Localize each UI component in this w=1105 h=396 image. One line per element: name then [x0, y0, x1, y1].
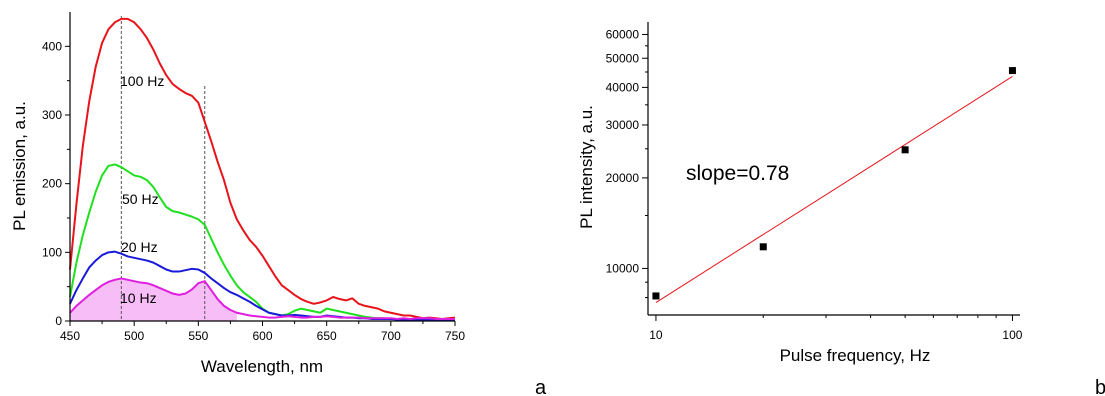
- panel-a-x-axis-label: Wavelength, nm: [201, 357, 323, 376]
- series-label-20hz: 20 Hz: [121, 239, 158, 255]
- panel-b-data-point: [901, 146, 909, 154]
- panel-a-y-tick-label: 100: [42, 245, 62, 259]
- panel-a-x-tick-label: 700: [381, 329, 401, 343]
- panel-b-x-tick-label: 100: [1002, 328, 1022, 342]
- panel-a-y-tick-label: 200: [42, 177, 62, 191]
- panel-a-x-tick-label: 650: [317, 329, 337, 343]
- panel-a-x-tick-label: 750: [445, 329, 465, 343]
- panel-a-x-tick-label: 500: [124, 329, 144, 343]
- series-label-50hz: 50 Hz: [122, 191, 159, 207]
- panel-a-y-axis-label: PL emission, a.u.: [10, 101, 29, 231]
- panel-b-data-point: [759, 243, 767, 251]
- panel-a-x-tick-label: 450: [60, 329, 80, 343]
- panel-b-y-tick-label: 50000: [606, 51, 640, 65]
- panel-b-fit-line: [655, 76, 1013, 303]
- panel-a-y-tick-label: 0: [55, 314, 62, 328]
- panel-a-x-tick-label: 550: [188, 329, 208, 343]
- panel-a-y-tick-label: 400: [42, 39, 62, 53]
- series-line-100hz: [69, 17, 456, 320]
- panel-b-slope-annotation: slope=0.78: [686, 162, 789, 185]
- panel-b-y-tick-label: 20000: [606, 171, 640, 185]
- panel-b-x-tick-label: 10: [649, 328, 663, 342]
- panel-b-x-axis-label: Pulse frequency, Hz: [780, 346, 931, 365]
- panel-a-letter: a: [535, 377, 547, 396]
- series-label-10hz: 10 Hz: [120, 290, 157, 306]
- panel-b-y-tick-label: 40000: [606, 80, 640, 94]
- panel-a-y-tick-label: 300: [42, 108, 62, 122]
- panel-b-y-tick-label: 60000: [606, 27, 640, 41]
- series-label-100hz: 100 Hz: [120, 73, 164, 89]
- panel-a-x-tick-label: 600: [252, 329, 272, 343]
- series-line-10hz: [69, 277, 455, 320]
- panel-a-chart: 450 500 550 600 650 700 750 0 100 200 300 400 100 H…: [10, 12, 547, 396]
- panel-b-chart: 10 100 10000 20000 30000 40000 50000 60000 slop…: [577, 22, 1105, 396]
- panel-b-data-point: [1008, 67, 1016, 75]
- series-10hz-fill: [70, 278, 237, 321]
- panel-b-y-tick-label: 10000: [606, 261, 640, 275]
- panel-b-y-tick-label: 30000: [606, 118, 640, 132]
- panel-b-letter: b: [1095, 377, 1105, 396]
- panel-b-data-point: [652, 292, 660, 300]
- panel-b-y-axis-label: PL intensity, a.u.: [577, 105, 596, 229]
